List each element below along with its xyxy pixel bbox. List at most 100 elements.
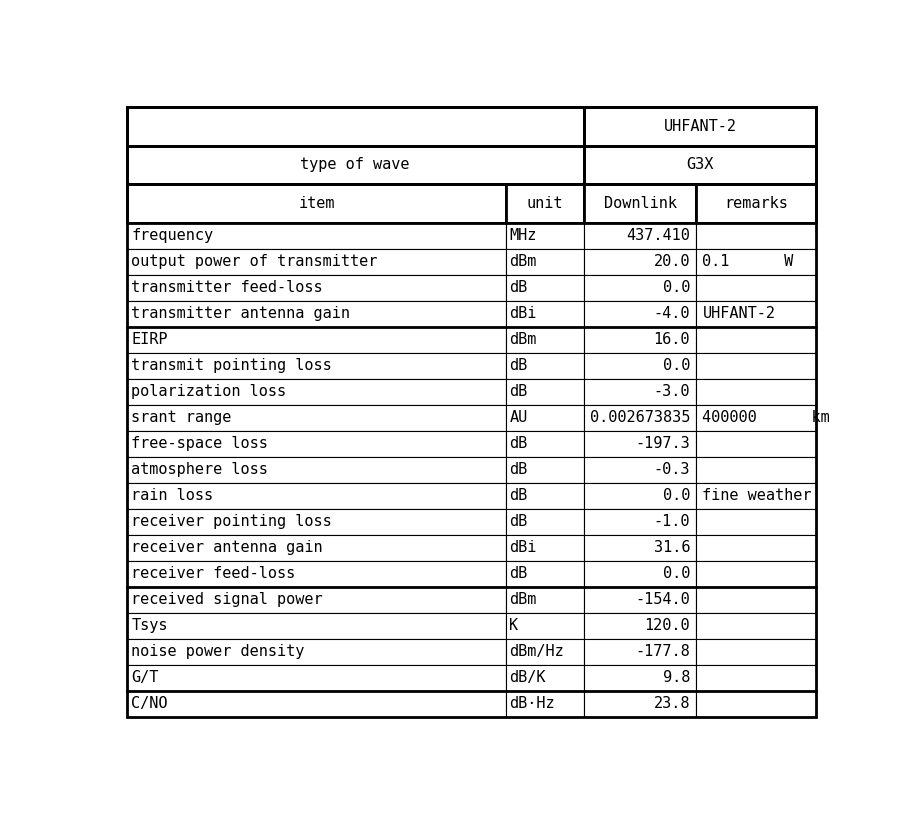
Text: UHFANT-2: UHFANT-2 — [663, 119, 736, 134]
Bar — [584, 326, 696, 353]
Bar — [696, 184, 815, 223]
Bar — [505, 379, 584, 405]
Bar — [127, 249, 505, 275]
Bar — [505, 665, 584, 691]
Text: -4.0: -4.0 — [652, 306, 689, 322]
Bar — [127, 301, 505, 326]
Bar — [584, 561, 696, 587]
Text: polarization loss: polarization loss — [131, 384, 286, 399]
Bar — [584, 353, 696, 379]
Text: dB: dB — [509, 384, 528, 399]
Bar — [127, 613, 505, 639]
Text: 120.0: 120.0 — [643, 619, 689, 633]
Bar — [584, 483, 696, 509]
Bar — [127, 509, 505, 534]
Bar — [584, 146, 815, 184]
Text: dBm: dBm — [509, 332, 537, 348]
Text: dB: dB — [509, 514, 528, 530]
Text: output power of transmitter: output power of transmitter — [131, 255, 377, 269]
Text: 23.8: 23.8 — [652, 697, 689, 712]
Bar — [127, 457, 505, 483]
Bar — [696, 691, 815, 717]
Bar — [696, 431, 815, 457]
Text: transmit pointing loss: transmit pointing loss — [131, 358, 332, 373]
Text: 0.0: 0.0 — [662, 358, 689, 373]
Text: 16.0: 16.0 — [652, 332, 689, 348]
Bar — [696, 587, 815, 613]
Text: 437.410: 437.410 — [626, 228, 689, 243]
Text: MHz: MHz — [509, 228, 537, 243]
Text: 31.6: 31.6 — [652, 540, 689, 556]
Text: 0.002673835: 0.002673835 — [589, 410, 689, 425]
Text: dB: dB — [509, 437, 528, 451]
Text: received signal power: received signal power — [131, 592, 323, 607]
Bar — [584, 509, 696, 534]
Text: transmitter antenna gain: transmitter antenna gain — [131, 306, 350, 322]
Text: dB: dB — [509, 358, 528, 373]
Text: 0.0: 0.0 — [662, 488, 689, 503]
Bar — [584, 275, 696, 301]
Bar — [505, 509, 584, 534]
Bar — [696, 534, 815, 561]
Bar — [696, 249, 815, 275]
Bar — [584, 379, 696, 405]
Bar — [505, 275, 584, 301]
Text: free-space loss: free-space loss — [131, 437, 267, 451]
Text: -1.0: -1.0 — [652, 514, 689, 530]
Bar — [696, 326, 815, 353]
Text: dBi: dBi — [509, 540, 537, 556]
Text: EIRP: EIRP — [131, 332, 167, 348]
Bar — [127, 353, 505, 379]
Bar — [505, 184, 584, 223]
Bar — [127, 665, 505, 691]
Bar — [696, 275, 815, 301]
Text: -197.3: -197.3 — [635, 437, 689, 451]
Text: remarks: remarks — [723, 196, 788, 211]
Text: Downlink: Downlink — [603, 196, 675, 211]
Bar — [127, 107, 584, 146]
Bar — [584, 249, 696, 275]
Bar — [584, 431, 696, 457]
Bar — [127, 561, 505, 587]
Bar — [584, 665, 696, 691]
Text: -0.3: -0.3 — [652, 463, 689, 477]
Bar — [696, 639, 815, 665]
Bar — [127, 379, 505, 405]
Bar — [696, 353, 815, 379]
Bar — [584, 405, 696, 431]
Text: transmitter feed-loss: transmitter feed-loss — [131, 280, 323, 295]
Bar — [505, 405, 584, 431]
Text: noise power density: noise power density — [131, 645, 304, 659]
Bar — [696, 405, 815, 431]
Bar — [505, 613, 584, 639]
Text: 0.0: 0.0 — [662, 280, 689, 295]
Bar — [505, 223, 584, 249]
Bar — [505, 353, 584, 379]
Text: receiver feed-loss: receiver feed-loss — [131, 566, 295, 582]
Text: fine weather: fine weather — [702, 488, 811, 503]
Bar — [127, 534, 505, 561]
Bar — [505, 639, 584, 665]
Text: G3X: G3X — [686, 157, 713, 172]
Text: dB: dB — [509, 488, 528, 503]
Bar — [584, 301, 696, 326]
Bar — [127, 326, 505, 353]
Bar — [505, 457, 584, 483]
Bar — [696, 223, 815, 249]
Bar — [584, 639, 696, 665]
Bar — [505, 561, 584, 587]
Bar — [127, 223, 505, 249]
Bar — [696, 561, 815, 587]
Text: type of wave: type of wave — [301, 157, 410, 172]
Text: receiver pointing loss: receiver pointing loss — [131, 514, 332, 530]
Bar — [127, 691, 505, 717]
Bar — [505, 691, 584, 717]
Bar — [696, 301, 815, 326]
Bar — [127, 639, 505, 665]
Text: 0.0: 0.0 — [662, 566, 689, 582]
Bar — [696, 509, 815, 534]
Text: dB: dB — [509, 566, 528, 582]
Bar — [584, 613, 696, 639]
Bar — [584, 587, 696, 613]
Text: -177.8: -177.8 — [635, 645, 689, 659]
